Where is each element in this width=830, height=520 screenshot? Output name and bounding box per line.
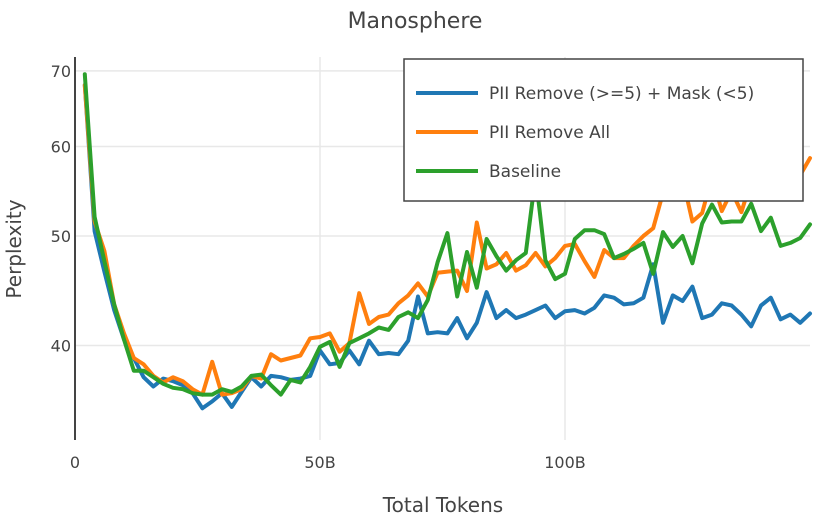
chart-title: Manosphere bbox=[348, 9, 483, 34]
y-tick-label: 60 bbox=[51, 138, 71, 157]
y-tick-label: 50 bbox=[51, 227, 71, 246]
x-axis-title: Total Tokens bbox=[382, 493, 503, 517]
x-tick-label: 0 bbox=[70, 453, 80, 472]
x-tick-label: 100B bbox=[544, 453, 586, 472]
series-line-1 bbox=[82, 83, 812, 397]
x-tick-label: 50B bbox=[304, 453, 335, 472]
y-tick-label: 70 bbox=[51, 62, 71, 81]
legend-label-1: PII Remove All bbox=[489, 123, 610, 143]
legend-label-0: PII Remove (>=5) + Mask (<5) bbox=[489, 84, 754, 104]
y-tick-labels: 40 50 60 70 bbox=[51, 62, 71, 356]
series-lines bbox=[82, 72, 812, 411]
y-tick-label: 40 bbox=[51, 337, 71, 356]
legend-label-2: Baseline bbox=[489, 162, 561, 182]
series-line-2 bbox=[82, 72, 812, 397]
x-tick-labels: 0 50B 100B bbox=[70, 453, 586, 472]
legend-box bbox=[403, 58, 804, 202]
legend: PII Remove (>=5) + Mask (<5) PII Remove A… bbox=[403, 58, 804, 202]
series-line-0 bbox=[82, 83, 812, 411]
y-axis-title: Perplexity bbox=[2, 199, 26, 298]
